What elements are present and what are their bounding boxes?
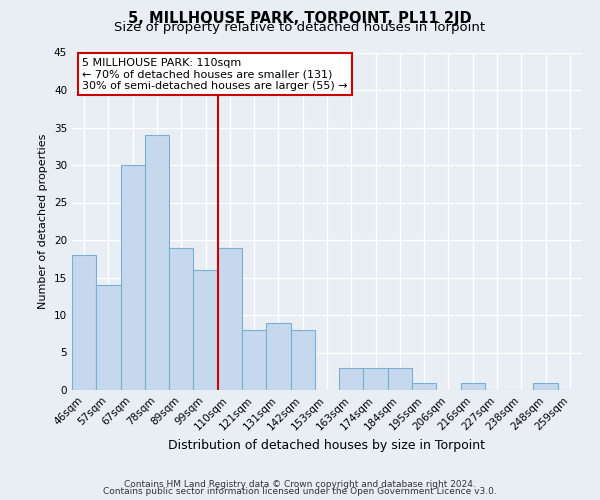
Bar [72, 255, 96, 390]
Bar [461, 382, 485, 390]
Bar [339, 368, 364, 390]
Text: Size of property relative to detached houses in Torpoint: Size of property relative to detached ho… [115, 21, 485, 34]
Text: Contains public sector information licensed under the Open Government Licence v3: Contains public sector information licen… [103, 488, 497, 496]
Bar [193, 270, 218, 390]
Text: 5, MILLHOUSE PARK, TORPOINT, PL11 2JD: 5, MILLHOUSE PARK, TORPOINT, PL11 2JD [128, 11, 472, 26]
Bar [412, 382, 436, 390]
Bar [533, 382, 558, 390]
Bar [121, 165, 145, 390]
Bar [96, 285, 121, 390]
Bar [242, 330, 266, 390]
X-axis label: Distribution of detached houses by size in Torpoint: Distribution of detached houses by size … [169, 438, 485, 452]
Y-axis label: Number of detached properties: Number of detached properties [38, 134, 49, 309]
Text: 5 MILLHOUSE PARK: 110sqm
← 70% of detached houses are smaller (131)
30% of semi-: 5 MILLHOUSE PARK: 110sqm ← 70% of detach… [82, 58, 348, 91]
Bar [169, 248, 193, 390]
Bar [218, 248, 242, 390]
Bar [388, 368, 412, 390]
Bar [266, 322, 290, 390]
Bar [145, 135, 169, 390]
Text: Contains HM Land Registry data © Crown copyright and database right 2024.: Contains HM Land Registry data © Crown c… [124, 480, 476, 489]
Bar [364, 368, 388, 390]
Bar [290, 330, 315, 390]
